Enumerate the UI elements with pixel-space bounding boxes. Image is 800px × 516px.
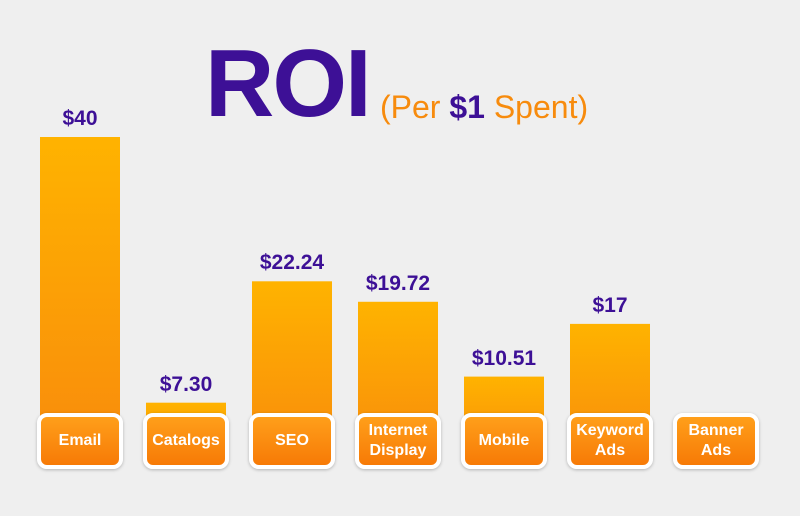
value-label-seo: $22.24 bbox=[259, 251, 325, 275]
value-label-catalogs: $7.30 bbox=[159, 372, 213, 396]
category-label-keyword-ads: Keyword Ads bbox=[567, 413, 653, 469]
value-label-mobile: $10.51 bbox=[471, 346, 537, 370]
chart-title: ROI bbox=[205, 30, 372, 137]
value-label-email: $40 bbox=[62, 107, 98, 130]
category-label-mobile: Mobile bbox=[461, 413, 547, 469]
category-label-banner-ads: Banner Ads bbox=[673, 413, 759, 469]
value-label-internet-display: $19.72 bbox=[365, 271, 431, 295]
category-label-seo: SEO bbox=[249, 413, 335, 469]
subtitle-open: (Per bbox=[380, 89, 450, 125]
category-label-catalogs: Catalogs bbox=[143, 413, 229, 469]
value-label-keyword-ads: $17 bbox=[592, 293, 628, 317]
subtitle-amount: $1 bbox=[449, 89, 485, 125]
subtitle-close: Spent) bbox=[484, 89, 589, 125]
bar-email bbox=[40, 137, 120, 462]
category-label-internet-display: Internet Display bbox=[355, 413, 441, 469]
chart-subtitle: (Per $1 Spent) bbox=[380, 91, 588, 123]
category-label-email: Email bbox=[37, 413, 123, 469]
